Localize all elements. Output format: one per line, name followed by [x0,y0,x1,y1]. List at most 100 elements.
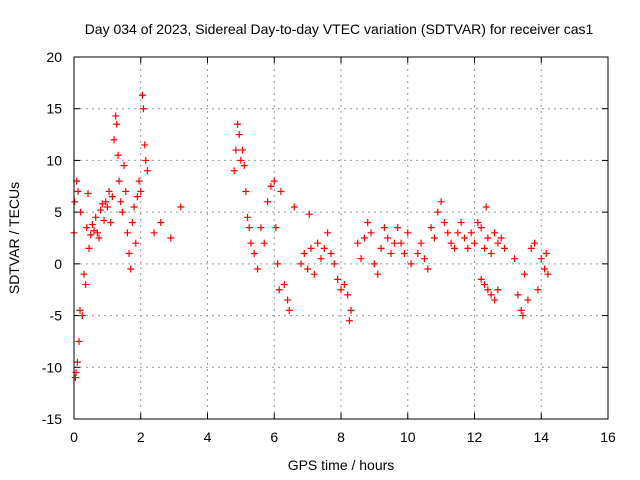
data-point-marker [280,281,288,289]
data-point-marker [82,281,90,289]
y-tick-label: -5 [50,308,63,324]
data-point-marker [305,210,313,218]
data-point-marker [394,224,402,232]
data-point-marker [285,306,293,314]
data-point-marker [139,105,147,113]
data-point-marker [167,234,175,242]
x-tick-label: 12 [467,429,483,445]
data-point-marker [414,250,422,258]
data-point-marker [467,229,475,237]
data-point-marker [267,182,275,190]
x-axis-label: GPS time / hours [288,457,395,473]
x-tick-labels: 0 2 4 6 8 10 12 14 16 [70,429,616,445]
data-point-marker [235,131,243,139]
data-point-marker [374,270,382,278]
data-point-marker [354,239,362,247]
x-tick-label: 14 [533,429,549,445]
data-point-marker [387,250,395,258]
data-point-marker [484,234,492,242]
data-point-marker [275,286,283,294]
data-point-marker [440,218,448,226]
data-point-marker [534,286,542,294]
data-point-marker [400,250,408,258]
data-point-marker [544,270,552,278]
data-point-marker [524,296,532,304]
data-point-marker [123,229,131,237]
data-point-marker [482,203,490,211]
data-point-marker [541,265,549,273]
data-point-marker [317,255,325,263]
data-point-marker [531,239,539,247]
data-point-marker [487,250,495,258]
data-point-marker [244,213,252,221]
data-point-marker [527,244,535,252]
data-point-marker [242,187,250,195]
data-point-marker [542,250,550,258]
data-point-marker [420,255,428,263]
data-point-marker [250,250,258,258]
data-point-marker [75,337,83,345]
x-tick-label: 16 [600,429,616,445]
data-point-marker [487,291,495,299]
y-tick-label: 15 [46,101,62,117]
data-points [70,91,552,382]
data-point-marker [112,112,120,120]
data-point-marker [494,239,502,247]
data-point-marker [430,234,438,242]
data-point-marker [390,239,398,247]
data-point-marker [254,265,262,273]
data-point-marker [84,190,92,198]
y-tick-label: 5 [54,204,62,220]
y-tick-label: -15 [42,411,62,427]
x-tick-label: 8 [337,429,345,445]
data-point-marker [277,187,285,195]
data-point-marker [334,275,342,283]
data-point-marker [85,244,93,252]
data-point-marker [83,224,91,232]
x-tick-label: 2 [137,429,145,445]
data-point-marker [100,216,108,224]
data-point-marker [397,239,405,247]
data-point-marker [77,208,85,216]
data-point-marker [474,218,482,226]
data-point-marker [138,91,146,99]
data-point-marker [260,239,268,247]
data-point-marker [76,306,84,314]
y-tick-labels: -15 -10 -5 0 5 10 15 20 [42,49,62,427]
x-tick-label: 6 [270,429,278,445]
data-point-marker [143,167,151,175]
data-point-marker [92,213,100,221]
data-point-marker [437,198,445,206]
data-point-marker [133,193,141,201]
data-point-marker [245,224,253,232]
data-point-marker [135,177,143,185]
data-point-marker [118,208,126,216]
data-point-marker [102,198,110,206]
data-point-marker [427,224,435,232]
data-point-marker [340,281,348,289]
data-point-marker [370,260,378,268]
data-point-marker [327,250,335,258]
data-point-marker [424,265,432,273]
axis-ticks [73,56,609,420]
data-point-marker [240,162,248,170]
data-point-marker [454,229,462,237]
data-point-marker [491,229,499,237]
grid-lines [74,57,608,419]
data-point-marker [234,120,242,128]
data-point-marker [460,234,468,242]
data-point-marker [417,239,425,247]
data-point-marker [141,141,149,149]
data-point-marker [117,198,125,206]
data-point-marker [127,265,135,273]
data-point-marker [95,234,103,242]
data-point-marker [73,358,81,366]
data-point-marker [257,224,265,232]
data-point-marker [125,250,133,258]
data-point-marker [491,296,499,304]
data-point-marker [314,239,322,247]
data-point-marker [120,162,128,170]
data-point-marker [239,146,247,154]
